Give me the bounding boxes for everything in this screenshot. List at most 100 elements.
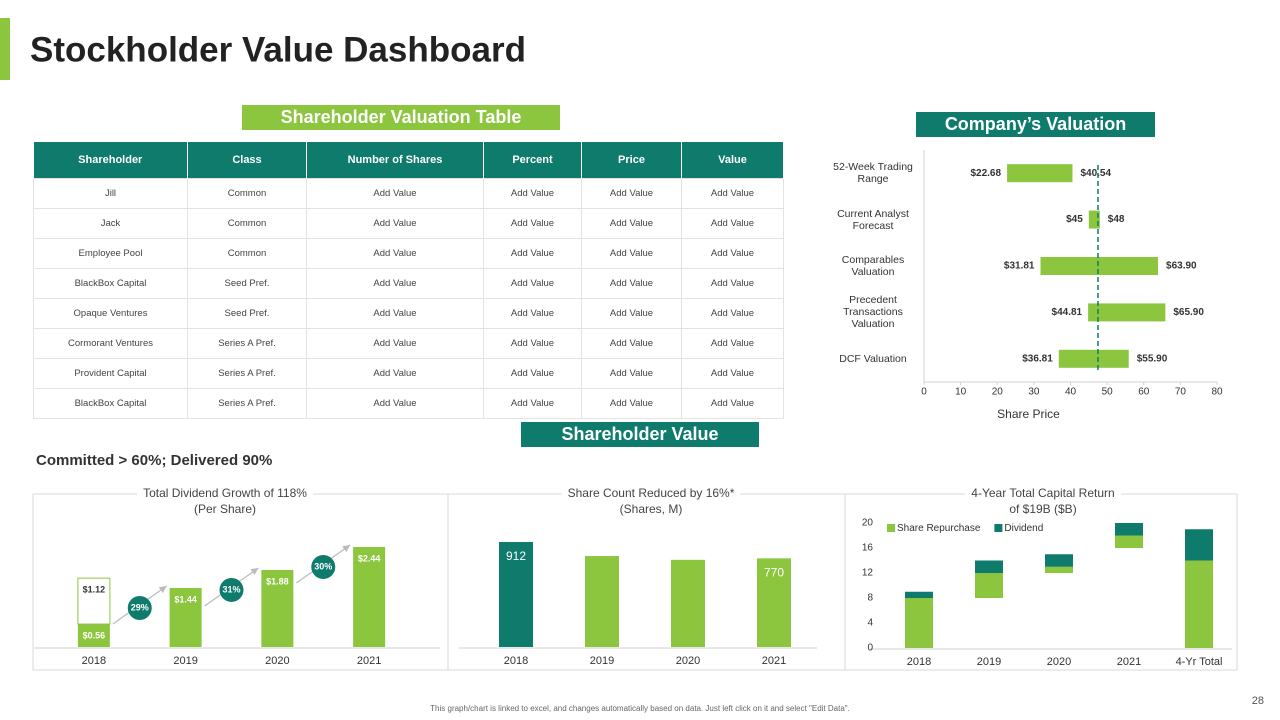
- table-row: Jill Common Add Value Add Value Add Value Add…: [33, 178, 784, 209]
- table-cell: Add Value: [681, 208, 784, 239]
- x-tick-label: 0: [921, 387, 927, 398]
- panel-subtitle: (Shares, M): [491, 502, 811, 516]
- table-row: Provident Capital Series A Pref. Add Value…: [33, 358, 784, 389]
- high-label: $65.90: [1173, 307, 1204, 318]
- bar: [585, 556, 619, 647]
- growth-badge: [219, 577, 244, 602]
- value-label: $1.88: [266, 576, 289, 586]
- table-cell: Series A Pref.: [187, 358, 307, 389]
- category-label: Precedent Transactions Valuation: [843, 294, 903, 331]
- table-cell: Seed Pref.: [187, 268, 307, 299]
- bar: [757, 558, 791, 647]
- value-label: $1.44: [174, 594, 197, 604]
- table-cell: Add Value: [483, 298, 582, 329]
- header-cell: Value: [681, 142, 784, 179]
- table-cell: Employee Pool: [33, 238, 188, 269]
- high-label: $40.54: [1080, 168, 1111, 179]
- table-cell: BlackBox Capital: [33, 388, 188, 419]
- table-cell: Cormorant Ventures: [33, 328, 188, 359]
- range-bar: [1058, 349, 1129, 368]
- table-cell: Add Value: [681, 178, 784, 209]
- header-cell: Shareholder: [33, 142, 188, 179]
- value-label: $2.44: [358, 553, 381, 563]
- panel-title-text: 4-Year Total Capital Return: [965, 486, 1121, 500]
- panel-title: Total Dividend Growth of 118%: [65, 486, 385, 500]
- y-tick-label: 8: [867, 593, 873, 604]
- panel-frame: [32, 493, 1238, 671]
- x-tick-label: 20: [992, 387, 1004, 398]
- x-tick-label: 2019: [977, 656, 1001, 668]
- growth-badge: [127, 595, 152, 620]
- table-cell: Add Value: [681, 238, 784, 269]
- bar-segment: [1115, 548, 1143, 648]
- bar-segment: [975, 573, 1003, 598]
- growth-label: 29%: [131, 602, 149, 612]
- range-bar: [1007, 164, 1073, 183]
- y-tick-label: 16: [862, 543, 874, 554]
- table-cell: Add Value: [581, 358, 682, 389]
- table-cell: Series A Pref.: [187, 388, 307, 419]
- x-tick-label: 10: [955, 387, 967, 398]
- header-cell: Price: [581, 142, 682, 179]
- legend-swatch: [887, 524, 895, 532]
- table-cell: Add Value: [306, 268, 484, 299]
- category-label: DCF Valuation: [839, 352, 907, 365]
- accent-bar: [0, 18, 10, 80]
- bar-segment: [905, 598, 933, 648]
- growth-label: 31%: [222, 584, 240, 594]
- legend-swatch: [994, 524, 1003, 532]
- section-subtitle: Committed > 60%; Delivered 90%: [36, 452, 272, 469]
- table-cell: Add Value: [581, 388, 682, 419]
- bar-segment: [261, 569, 294, 647]
- table-cell: Add Value: [681, 358, 784, 389]
- panel-subtitle-text: of $19B ($B): [1003, 502, 1083, 516]
- table-cell: Add Value: [681, 388, 784, 419]
- section-title: Shareholder Value: [521, 422, 759, 447]
- value-label: 912: [506, 549, 526, 563]
- table-cell: Jill: [33, 178, 188, 209]
- bar-segment: [1045, 566, 1073, 573]
- x-tick-label: 2021: [762, 655, 786, 667]
- bar-segment: [1185, 560, 1213, 648]
- table-row: BlackBox Capital Series A Pref. Add Value A…: [33, 388, 784, 419]
- x-tick-label: 2020: [1047, 656, 1071, 668]
- table-cell: Seed Pref.: [187, 298, 307, 329]
- low-label: $45: [1066, 214, 1083, 225]
- table-cell: Add Value: [581, 238, 682, 269]
- table-cell: BlackBox Capital: [33, 268, 188, 299]
- bar-segment: [1115, 523, 1143, 536]
- growth-badge: [311, 555, 336, 579]
- table-cell: Add Value: [681, 328, 784, 359]
- range-bar: [1088, 303, 1166, 322]
- panel-title: Share Count Reduced by 16%*: [491, 486, 811, 500]
- table-cell: Add Value: [483, 328, 582, 359]
- bar: [671, 559, 705, 647]
- table-cell: Add Value: [581, 298, 682, 329]
- table-row: Cormorant Ventures Series A Pref. Add Valu…: [33, 328, 784, 359]
- low-label: $36.81: [1022, 353, 1053, 364]
- header-cell: Percent: [483, 142, 582, 179]
- table-row: Jack Common Add Value Add Value Add Value Add…: [33, 208, 784, 239]
- table-cell: Add Value: [483, 178, 582, 209]
- y-tick-label: 4: [867, 618, 873, 629]
- table-row: BlackBox Capital Seed Pref. Add Value Add V…: [33, 268, 784, 299]
- footnote: This graph/chart is linked to excel, and…: [430, 704, 850, 713]
- table-cell: Common: [187, 178, 307, 209]
- x-tick-label: 2021: [357, 655, 381, 667]
- valuation-table: Shareholder Class Number of Shares Percent P…: [33, 142, 784, 419]
- table-cell: Common: [187, 208, 307, 239]
- table-cell: Add Value: [306, 358, 484, 389]
- growth-label: 30%: [314, 561, 332, 571]
- x-tick-label: 2018: [504, 655, 528, 667]
- bar-segment: [975, 598, 1003, 648]
- table-cell: Add Value: [581, 328, 682, 359]
- table-cell: Add Value: [306, 238, 484, 269]
- table-cell: Add Value: [581, 208, 682, 239]
- range-bar: [1088, 210, 1100, 229]
- value-label: 770: [764, 566, 784, 580]
- high-label: $48: [1108, 214, 1125, 225]
- category-label: Comparables Valuation: [841, 254, 905, 278]
- x-tick-label: 70: [1175, 387, 1187, 398]
- bar-segment: [1045, 554, 1073, 567]
